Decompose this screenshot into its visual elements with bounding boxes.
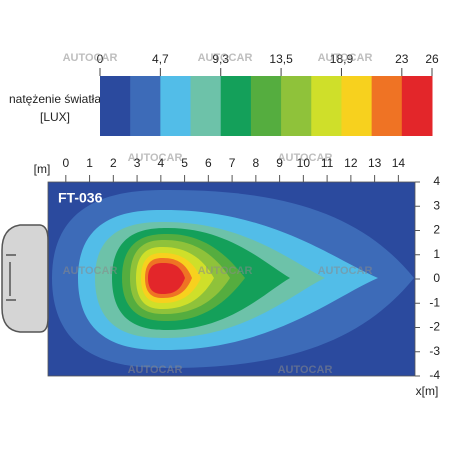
colorbar-tick-label: 13,5 bbox=[269, 52, 293, 66]
x-tick-label: 2 bbox=[110, 156, 117, 170]
colorbar-band bbox=[130, 76, 161, 136]
y-tick-label: -4 bbox=[429, 368, 440, 382]
watermark: AUTOCAR bbox=[278, 364, 333, 376]
colorbar-band bbox=[311, 76, 342, 136]
colorbar-tick-label: 9,3 bbox=[212, 52, 229, 66]
colorbar-band bbox=[190, 76, 222, 136]
x-tick-label: 13 bbox=[368, 156, 382, 170]
y-tick-label: 4 bbox=[433, 174, 440, 188]
y-tick-label: 1 bbox=[433, 247, 440, 261]
colorbar-band bbox=[401, 76, 433, 136]
x-tick-label: 7 bbox=[229, 156, 236, 170]
x-tick-label: 8 bbox=[253, 156, 260, 170]
watermark: AUTOCAR bbox=[128, 364, 183, 376]
colorbar-tick-label: 0 bbox=[97, 52, 104, 66]
lamp-icon bbox=[1, 224, 49, 333]
x-tick-label: 4 bbox=[157, 156, 164, 170]
colorbar: 0 4,7 9,3 13,5 18,9 23 26 bbox=[97, 52, 439, 136]
watermark: AUTOCAR bbox=[318, 52, 373, 64]
x-tick-label: 5 bbox=[181, 156, 188, 170]
isolux-region bbox=[148, 263, 185, 294]
watermark: AUTOCAR bbox=[198, 52, 253, 64]
colorbar-band bbox=[250, 76, 282, 136]
colorbar-band bbox=[100, 76, 131, 136]
x-unit: [m] bbox=[34, 162, 51, 176]
watermark: AUTOCAR bbox=[278, 152, 333, 164]
y-tick-label: -3 bbox=[429, 344, 440, 358]
x-tick-label: 0 bbox=[62, 156, 69, 170]
x-tick-label: 1 bbox=[86, 156, 93, 170]
colorbar-tick-label: 4,7 bbox=[152, 52, 169, 66]
y-tick-label: -2 bbox=[429, 320, 440, 334]
x-label: x[m] bbox=[416, 384, 439, 398]
colorbar-band bbox=[371, 76, 403, 136]
y-tick-label: 0 bbox=[433, 271, 440, 285]
colorbar-unit: [LUX] bbox=[40, 110, 70, 124]
x-tick-label: 11 bbox=[321, 156, 334, 170]
colorbar-band bbox=[160, 76, 192, 136]
colorbar-label: natężenie światła bbox=[9, 92, 101, 106]
x-tick-label: 9 bbox=[276, 156, 283, 170]
x-tick-label: 10 bbox=[297, 156, 311, 170]
watermark: AUTOCAR bbox=[318, 265, 373, 277]
x-tick-label: 3 bbox=[134, 156, 141, 170]
colorbar-tick-label: 23 bbox=[395, 52, 409, 66]
colorbar-band bbox=[281, 76, 312, 136]
colorbar-band bbox=[220, 76, 252, 136]
colorbar-tick-label: 26 bbox=[425, 52, 439, 66]
colorbar-tick-label: 18,9 bbox=[330, 52, 354, 66]
x-tick-label: 6 bbox=[205, 156, 212, 170]
watermark: AUTOCAR bbox=[63, 52, 118, 64]
chart-title: FT-036 bbox=[58, 190, 103, 206]
contour-plot bbox=[48, 182, 415, 376]
x-tick-label: 12 bbox=[344, 156, 358, 170]
colorbar-band bbox=[341, 76, 373, 136]
watermark: AUTOCAR bbox=[63, 265, 118, 277]
watermark: AUTOCAR bbox=[128, 152, 183, 164]
y-tick-label: 3 bbox=[433, 198, 440, 212]
y-tick-label: -1 bbox=[429, 295, 440, 309]
x-tick-label: 14 bbox=[392, 156, 406, 170]
y-tick-label: 2 bbox=[433, 223, 440, 237]
watermark: AUTOCAR bbox=[198, 265, 253, 277]
